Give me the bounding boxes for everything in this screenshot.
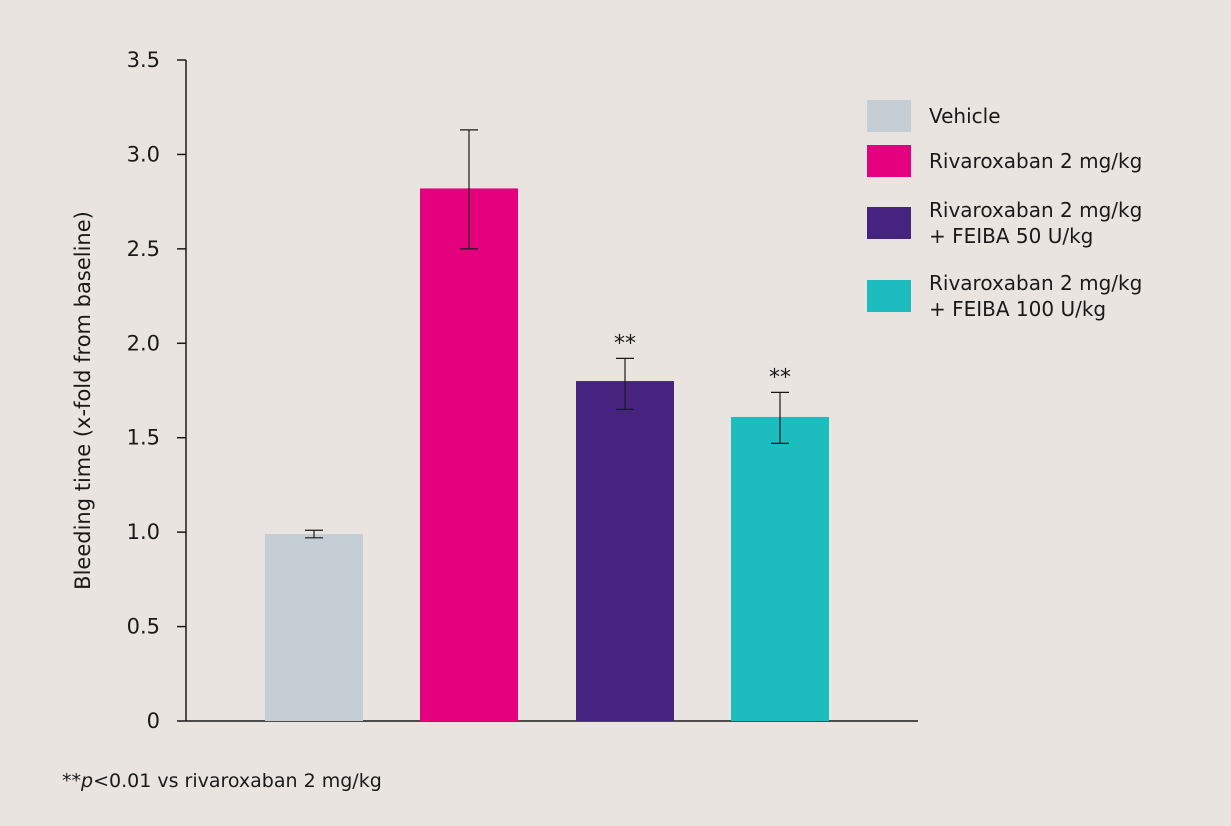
y-tick-label: 2.0	[127, 331, 160, 355]
footnote-p-symbol: p	[81, 770, 94, 792]
y-tick-label: 2.5	[127, 237, 160, 261]
legend-swatch	[867, 100, 911, 132]
legend-label: + FEIBA 100 U/kg	[929, 297, 1106, 321]
significance-label: **	[614, 331, 636, 356]
bar	[731, 416, 829, 721]
bars: ** **	[265, 129, 829, 721]
y-tick-label: 1.0	[127, 520, 160, 544]
footnote-text: <0.01 vs rivaroxaban 2 mg/kg	[93, 770, 382, 792]
legend-label: Rivaroxaban 2 mg/kg	[929, 149, 1142, 173]
legend-label: + FEIBA 50 U/kg	[929, 224, 1093, 248]
legend-label: Vehicle	[929, 104, 1001, 128]
legend-swatch	[867, 207, 911, 239]
y-tick-label: 0.5	[127, 615, 160, 639]
legend: Vehicle Rivaroxaban 2 mg/kg Rivaroxaban 2 …	[867, 100, 1142, 321]
legend-label: Rivaroxaban 2 mg/kg	[929, 271, 1142, 295]
y-tick-label: 3.5	[127, 48, 160, 72]
y-tick-label: 0	[147, 709, 160, 733]
bar	[576, 381, 674, 721]
y-axis-title: Bleeding time (x-fold from baseline)	[71, 211, 95, 590]
footnote-stars: **	[62, 770, 81, 792]
legend-label: Rivaroxaban 2 mg/kg	[929, 198, 1142, 222]
bar	[265, 534, 363, 721]
y-tick-label: 1.5	[127, 426, 160, 450]
bar	[420, 188, 518, 721]
significance-label: **	[769, 365, 791, 390]
footnote: **p<0.01 vs rivaroxaban 2 mg/kg	[62, 770, 382, 792]
legend-swatch	[867, 145, 911, 177]
y-tick-label: 3.0	[127, 142, 160, 166]
legend-swatch	[867, 280, 911, 312]
axes: 0 0.5 1.0 1.5 2.0 2.5 3.0 3.5 Bleeding time (x-f…	[71, 48, 918, 733]
